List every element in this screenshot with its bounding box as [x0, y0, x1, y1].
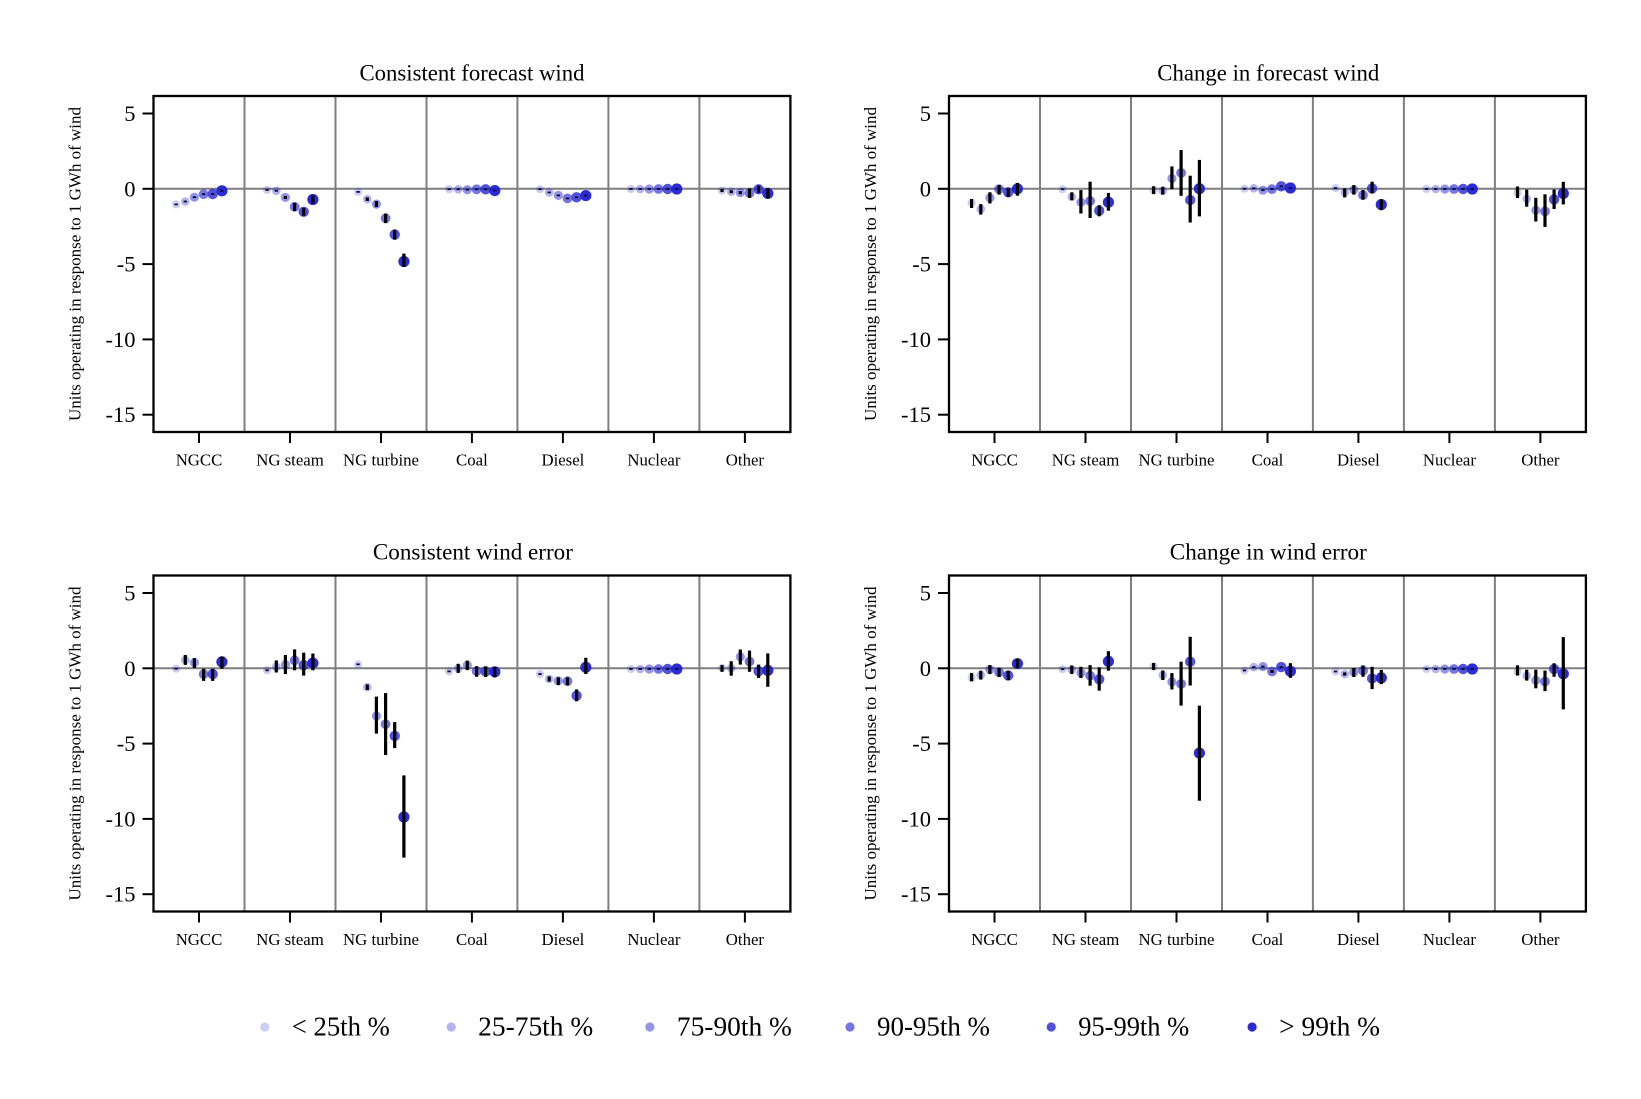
svg-text:NGCC: NGCC — [176, 451, 223, 470]
svg-text:< 25th %: < 25th % — [292, 1012, 390, 1042]
svg-text:NGCC: NGCC — [971, 451, 1018, 470]
svg-text:Coal: Coal — [1252, 930, 1284, 949]
svg-text:Other: Other — [1521, 930, 1560, 949]
svg-text:Other: Other — [726, 451, 765, 470]
svg-text:Nuclear: Nuclear — [1423, 451, 1477, 470]
svg-text:Coal: Coal — [456, 930, 488, 949]
svg-text:5: 5 — [920, 581, 931, 606]
svg-text:Coal: Coal — [1252, 451, 1284, 470]
svg-text:90-95th %: 90-95th % — [877, 1012, 990, 1042]
svg-text:0: 0 — [124, 176, 135, 201]
svg-text:-5: -5 — [117, 731, 136, 756]
svg-text:75-90th %: 75-90th % — [677, 1012, 792, 1042]
svg-text:NG turbine: NG turbine — [1139, 451, 1215, 470]
svg-text:Other: Other — [1521, 451, 1560, 470]
svg-text:Diesel: Diesel — [1337, 930, 1380, 949]
svg-text:5: 5 — [124, 101, 135, 126]
svg-text:-5: -5 — [117, 252, 136, 277]
svg-text:Diesel: Diesel — [541, 930, 584, 949]
svg-text:-15: -15 — [901, 402, 931, 427]
svg-text:NGCC: NGCC — [971, 930, 1018, 949]
svg-text:Nuclear: Nuclear — [1423, 930, 1477, 949]
svg-text:NG steam: NG steam — [256, 451, 324, 470]
svg-text:25-75th %: 25-75th % — [478, 1012, 593, 1042]
svg-text:Diesel: Diesel — [1337, 451, 1380, 470]
svg-text:0: 0 — [920, 656, 931, 681]
svg-text:-15: -15 — [106, 882, 136, 907]
svg-text:Units operating in response to: Units operating in response to 1 GWh of … — [861, 586, 880, 901]
svg-text:95-99th %: 95-99th % — [1078, 1012, 1189, 1042]
svg-text:Change in wind error: Change in wind error — [1170, 540, 1367, 565]
svg-text:5: 5 — [124, 581, 135, 606]
svg-text:Units operating in response to: Units operating in response to 1 GWh of … — [66, 586, 85, 901]
svg-text:NG turbine: NG turbine — [343, 930, 419, 949]
svg-text:Coal: Coal — [456, 451, 488, 470]
svg-text:Units operating in response to: Units operating in response to 1 GWh of … — [66, 106, 85, 421]
svg-text:NG steam: NG steam — [256, 930, 324, 949]
svg-text:-5: -5 — [912, 252, 931, 277]
svg-text:Consistent wind error: Consistent wind error — [373, 540, 573, 565]
svg-text:NG steam: NG steam — [1052, 930, 1120, 949]
svg-text:NG turbine: NG turbine — [343, 451, 419, 470]
svg-text:NG turbine: NG turbine — [1139, 930, 1215, 949]
svg-text:5: 5 — [920, 101, 931, 126]
svg-text:Units operating in response to: Units operating in response to 1 GWh of … — [861, 106, 880, 421]
svg-text:-5: -5 — [912, 731, 931, 756]
svg-text:NG steam: NG steam — [1052, 451, 1120, 470]
svg-text:> 99th %: > 99th % — [1279, 1012, 1380, 1042]
svg-text:0: 0 — [124, 656, 135, 681]
svg-text:Change in forecast wind: Change in forecast wind — [1157, 61, 1379, 86]
svg-text:Consistent forecast wind: Consistent forecast wind — [360, 61, 585, 86]
svg-text:Nuclear: Nuclear — [627, 930, 681, 949]
svg-text:-10: -10 — [106, 327, 136, 352]
svg-text:Other: Other — [726, 930, 765, 949]
svg-text:Nuclear: Nuclear — [627, 451, 681, 470]
svg-text:-15: -15 — [901, 882, 931, 907]
svg-text:-15: -15 — [106, 402, 136, 427]
svg-text:-10: -10 — [901, 806, 931, 831]
svg-text:-10: -10 — [106, 806, 136, 831]
svg-text:Diesel: Diesel — [541, 451, 584, 470]
svg-text:NGCC: NGCC — [176, 930, 223, 949]
svg-text:0: 0 — [920, 176, 931, 201]
svg-text:-10: -10 — [901, 327, 931, 352]
